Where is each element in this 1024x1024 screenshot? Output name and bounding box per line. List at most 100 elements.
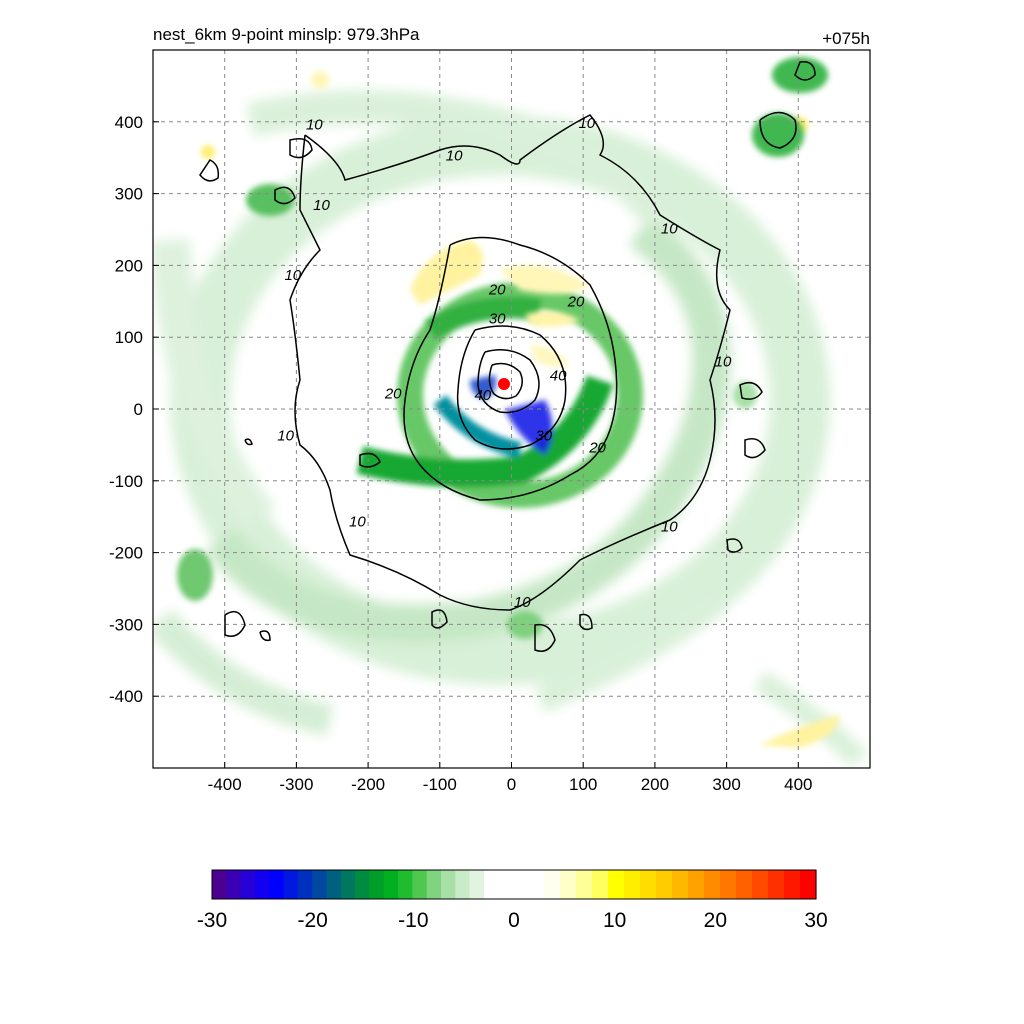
colorbar-swatch [640, 870, 657, 899]
colorbar-swatch [576, 870, 593, 899]
contour-50 [488, 362, 523, 400]
contour-small-3 [274, 186, 296, 205]
colorbar-swatch [426, 870, 442, 899]
contour-label: 20 [567, 294, 585, 311]
colorbar-swatch [254, 870, 270, 899]
colorbar-swatch [383, 870, 399, 899]
colorbar-swatch [624, 870, 641, 899]
spiral-band-corner [753, 670, 868, 768]
colorbar-swatch [672, 870, 689, 899]
colorbar-swatch [312, 870, 328, 899]
colorbar-swatch [340, 870, 356, 899]
colorbar-swatch [369, 870, 385, 899]
colorbar-swatch [544, 870, 561, 899]
y-tick-label: 300 [115, 185, 143, 204]
colorbar-swatch [412, 870, 428, 899]
colorbar-swatch [355, 870, 371, 899]
colorbar-tick-label: -20 [297, 909, 327, 932]
x-tick-label: 0 [507, 775, 516, 794]
contour-small-5 [759, 111, 797, 149]
y-tick-label: -200 [109, 544, 143, 563]
colorbar-frame [211, 869, 817, 900]
contour-label: 10 [446, 147, 463, 164]
contour-label: 10 [661, 518, 678, 535]
yellow-patch-north [500, 265, 590, 294]
contour-label: 10 [661, 221, 678, 238]
colorbar-swatch [752, 870, 769, 899]
contour-10-outer [289, 114, 731, 611]
contour-small-1 [199, 159, 220, 182]
x-tick-label: 400 [784, 775, 812, 794]
colorbar-swatch [608, 870, 625, 899]
y-tick-label: 400 [115, 113, 143, 132]
yellow-patch-northeast [525, 311, 580, 327]
contour-labels: 10 10 10 10 10 10 10 10 10 10 10 20 20 20 20 30 30 40 40 [277, 115, 732, 611]
colorbar-swatch [326, 870, 342, 899]
colorbar-swatch [455, 870, 471, 899]
contour-small-15 [244, 438, 253, 446]
colorbar-swatch [469, 870, 485, 899]
colorbar-swatch [704, 870, 721, 899]
cell-east-upper [752, 113, 804, 157]
contours [199, 61, 816, 652]
contour-label: 20 [488, 282, 506, 299]
y-tick-label: -100 [109, 472, 143, 491]
colorbar-swatch [592, 870, 609, 899]
contour-small-12 [579, 613, 593, 631]
y-tick-label: 100 [115, 328, 143, 347]
blue-core-patch [505, 400, 553, 455]
x-tick-label: 100 [569, 775, 597, 794]
colorbar-swatch [784, 870, 801, 899]
colorbar-swatch [240, 870, 256, 899]
yellow-patch-southeast [760, 715, 840, 748]
contour-40 [477, 349, 540, 414]
colorbar-swatch [297, 870, 313, 899]
x-tick-label: -300 [279, 775, 313, 794]
x-tick-label: 300 [712, 775, 740, 794]
contour-small-6 [739, 381, 763, 400]
contour-small-10 [431, 609, 448, 629]
contour-small-9 [259, 630, 271, 642]
y-tick-label: 200 [115, 256, 143, 275]
contour-label: 40 [474, 387, 491, 404]
colorbar-swatch [736, 870, 753, 899]
inner-arc-teal [433, 395, 522, 458]
inner-arc-north [424, 296, 542, 340]
colorbar-tick-label: 0 [508, 909, 520, 932]
y-tick-label: 0 [134, 400, 143, 419]
spiral-band-south [535, 589, 728, 713]
contour-label: 20 [588, 439, 606, 456]
colorbar-swatch [688, 870, 705, 899]
cell-south [507, 611, 543, 639]
colorbar-swatch [212, 870, 227, 899]
spiral-band-north [246, 90, 675, 230]
colorbar-swatch [800, 870, 817, 899]
contour-small-7 [744, 438, 766, 459]
contour-small-13 [726, 538, 743, 553]
contour-label: 10 [277, 427, 294, 444]
yellow-dot-west [201, 145, 215, 159]
contour-label: 10 [313, 197, 330, 214]
spiral-band-southwest [153, 609, 334, 736]
colorbar-swatch [283, 870, 299, 899]
y-tick-label: -400 [109, 687, 143, 706]
storm-center-marker [498, 378, 510, 390]
cell-east [733, 381, 757, 409]
contour-small-14 [359, 452, 381, 468]
x-axis: -400 -300 -200 -100 0 100 200 300 400 [208, 762, 812, 794]
colorbar-tick-label: 30 [804, 909, 827, 932]
spiral-band-southeast [205, 214, 731, 643]
colorbar-tick-label: 10 [603, 909, 626, 932]
contour-30 [456, 325, 567, 450]
x-tick-label: 200 [641, 775, 669, 794]
colorbar-swatch [484, 870, 544, 899]
colorbar-swatch [656, 870, 673, 899]
colorbar-swatch [560, 870, 577, 899]
contour-label: 10 [514, 594, 531, 611]
colorbar-tick-label: -10 [398, 909, 428, 932]
contour-label: 10 [349, 513, 366, 530]
contour-label: 40 [550, 368, 567, 385]
inner-arc-south [356, 375, 614, 488]
colorbar-tick-label: -30 [197, 909, 227, 932]
